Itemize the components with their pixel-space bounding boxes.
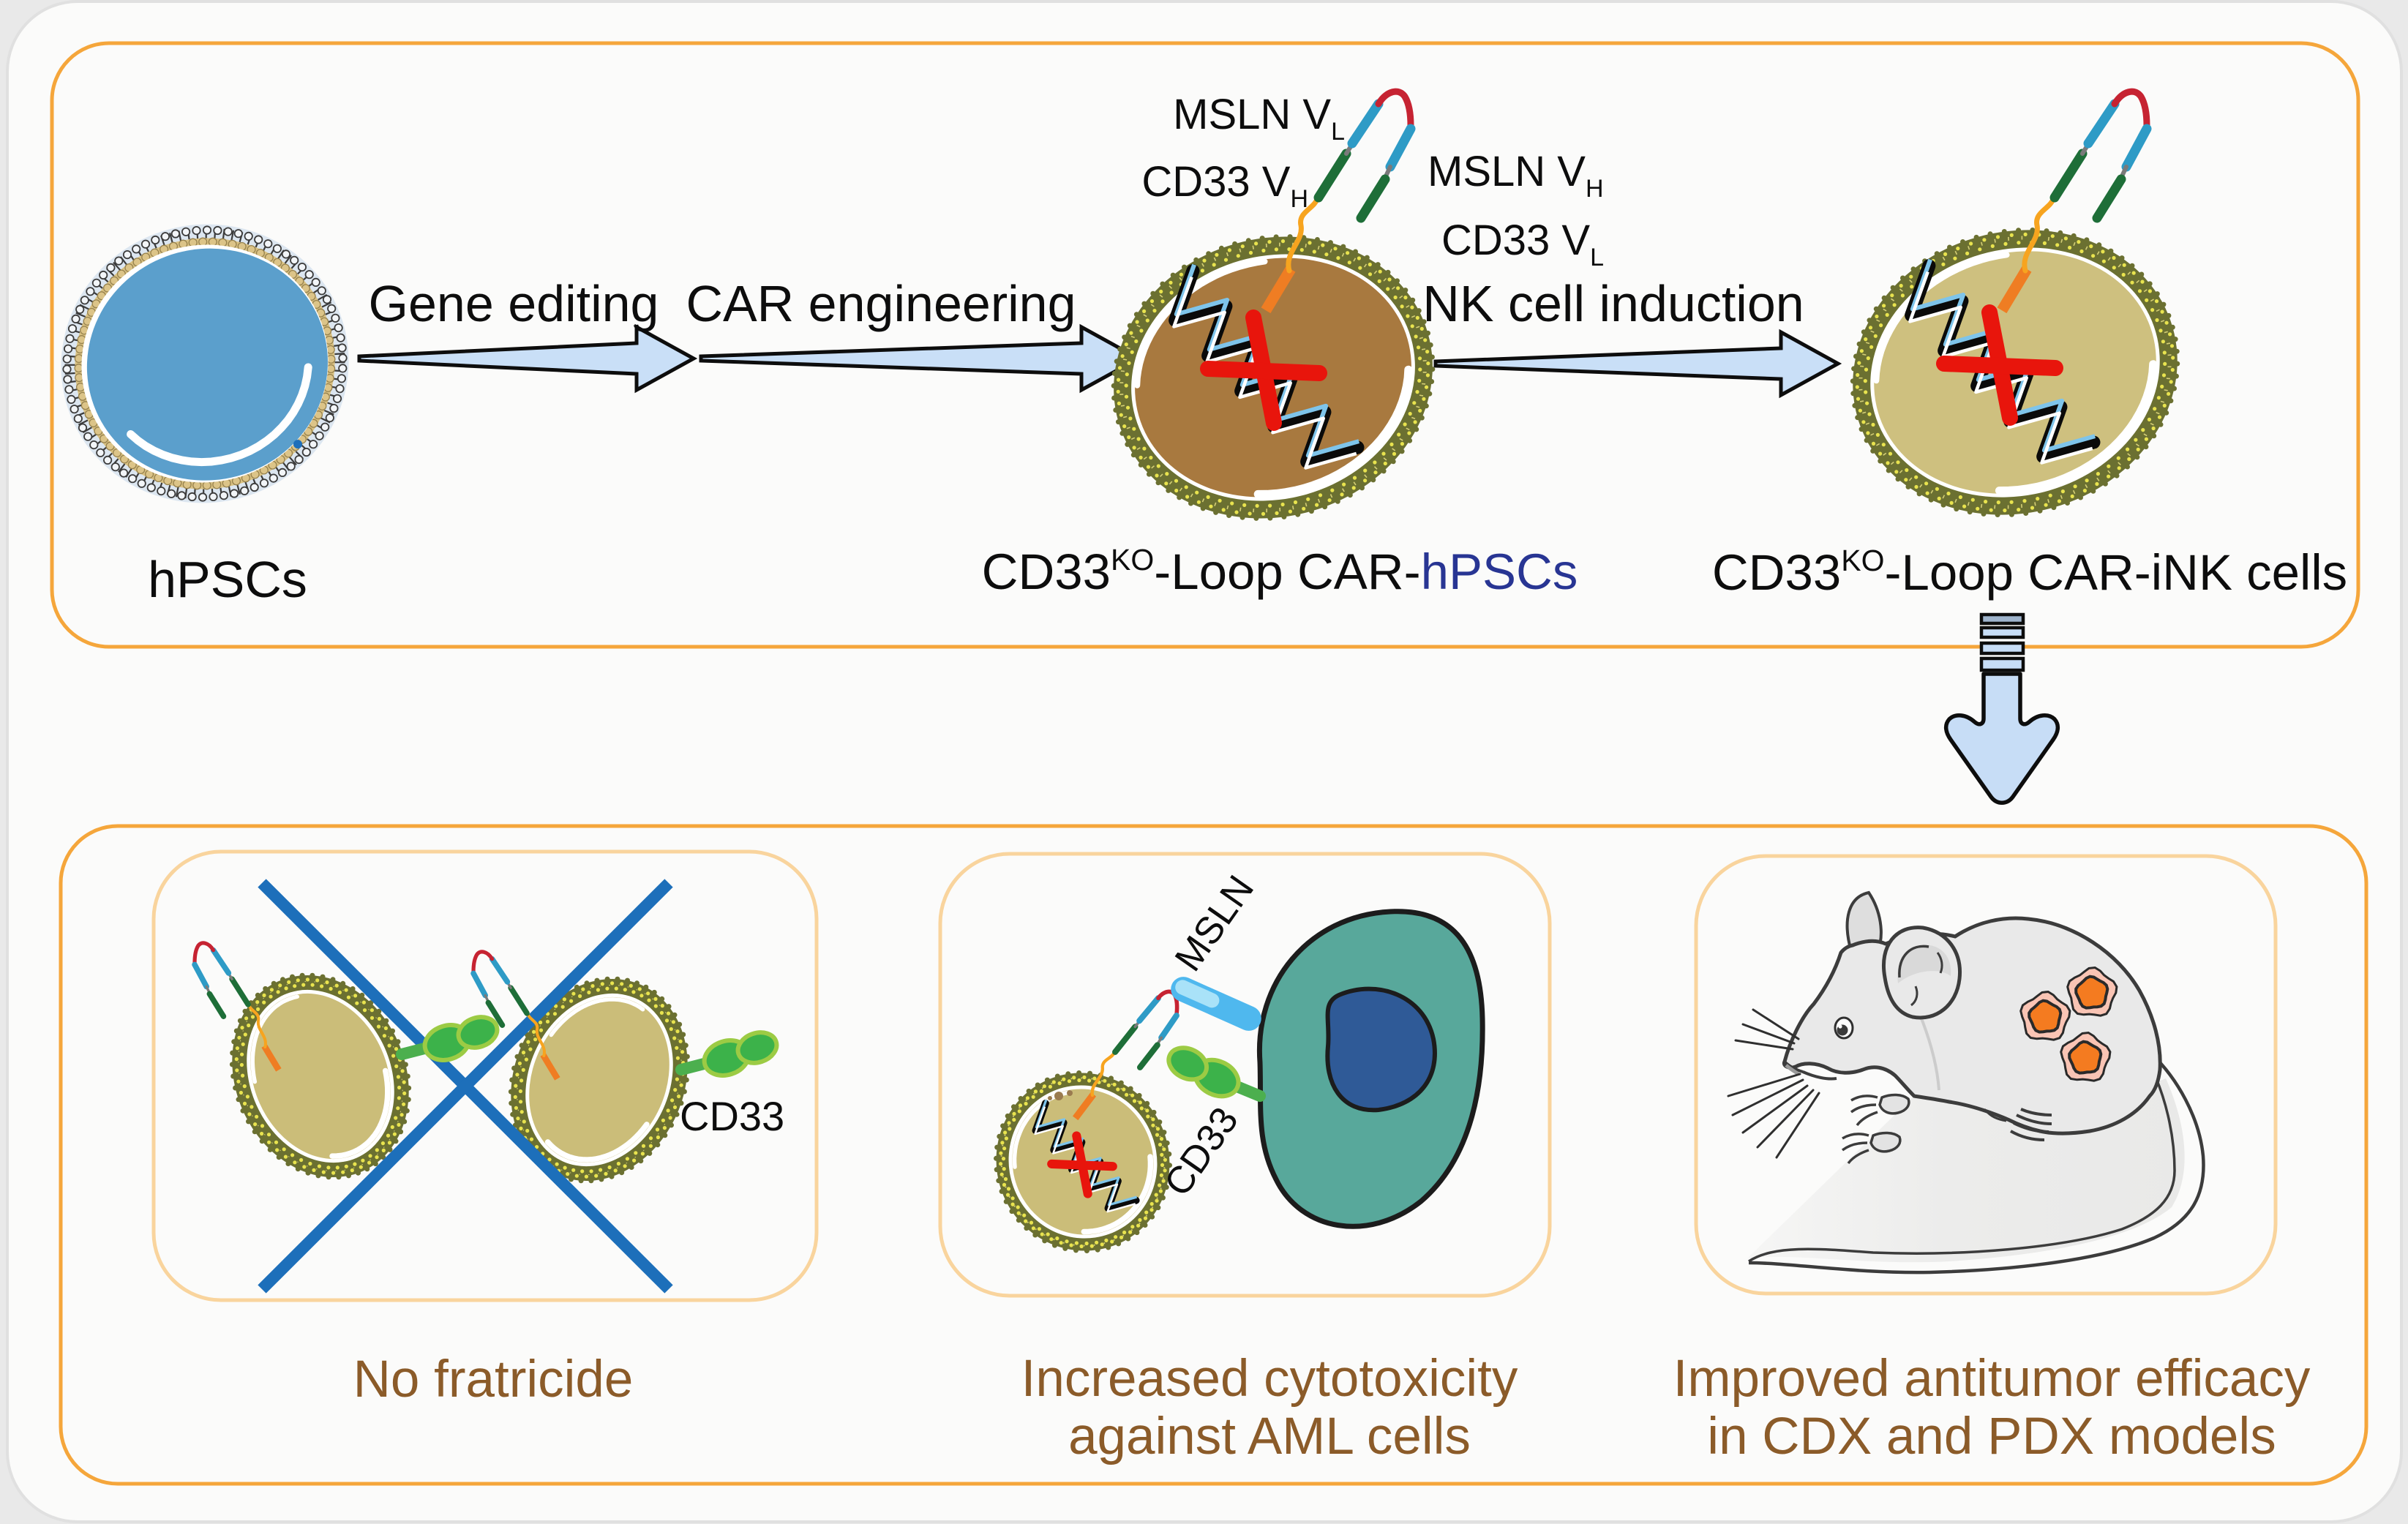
svg-text:MSLN VH: MSLN VH [1428,148,1604,203]
svg-text:CD33KO-Loop CAR-hPSCs: CD33KO-Loop CAR-hPSCs [982,543,1578,600]
svg-text:CD33 VL: CD33 VL [1441,217,1604,271]
svg-text:against AML cells: against AML cells [1068,1408,1471,1465]
svg-text:MSLN VL: MSLN VL [1173,91,1345,146]
svg-text:Improved antitumor efficacy: Improved antitumor efficacy [1673,1350,2311,1408]
svg-text:CD33KO-Loop CAR-iNK cells: CD33KO-Loop CAR-iNK cells [1712,544,2347,601]
svg-text:CD33: CD33 [680,1093,784,1139]
svg-text:Increased cytotoxicity: Increased cytotoxicity [1021,1350,1518,1408]
svg-text:Gene editing: Gene editing [369,275,659,332]
svg-text:CD33 VH: CD33 VH [1141,158,1308,213]
svg-text:NK cell induction: NK cell induction [1422,275,1804,332]
svg-text:CAR engineering: CAR engineering [686,275,1076,332]
svg-text:hPSCs: hPSCs [148,551,307,608]
svg-text:No fratricide: No fratricide [353,1351,634,1408]
svg-text:in CDX and PDX models: in CDX and PDX models [1707,1408,2276,1465]
